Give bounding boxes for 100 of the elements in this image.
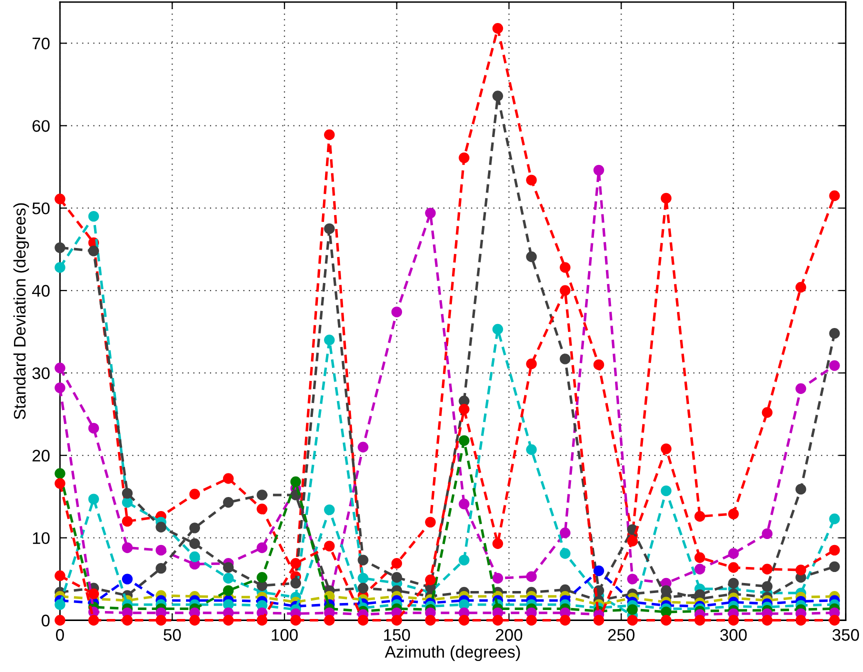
- point: [694, 564, 706, 574]
- y-tick-label: 70: [32, 38, 50, 50]
- point: [458, 152, 470, 164]
- point: [156, 562, 166, 574]
- x-tick-label: 350: [832, 629, 859, 641]
- point: [324, 223, 335, 234]
- point: [425, 516, 436, 528]
- point: [795, 564, 806, 576]
- point: [829, 614, 840, 626]
- x-tick-label: 150: [384, 629, 410, 641]
- x-tick-label: 100: [272, 629, 298, 641]
- x-tick-label: 50: [164, 629, 181, 641]
- point: [728, 508, 739, 520]
- point: [728, 614, 739, 626]
- point: [762, 528, 773, 540]
- y-tick-label: 10: [32, 532, 50, 544]
- point: [694, 614, 706, 626]
- point: [256, 572, 268, 583]
- y-tick-label: 0: [42, 614, 50, 626]
- point: [358, 442, 368, 452]
- point: [593, 164, 604, 176]
- point: [795, 282, 806, 293]
- point: [560, 354, 570, 364]
- y-tick-label: 40: [32, 284, 50, 297]
- point: [122, 516, 133, 527]
- point: [694, 511, 706, 522]
- point: [189, 538, 200, 549]
- x-tick-label: 200: [496, 629, 522, 641]
- point: [425, 208, 436, 218]
- point: [492, 90, 504, 102]
- point: [189, 551, 200, 562]
- point: [795, 484, 806, 495]
- point: [458, 554, 470, 566]
- point: [526, 444, 537, 455]
- point: [526, 614, 537, 626]
- point: [762, 407, 773, 418]
- point: [492, 614, 504, 626]
- point: [526, 571, 537, 582]
- point: [54, 362, 66, 374]
- point: [425, 574, 436, 586]
- point: [290, 476, 302, 488]
- point: [88, 614, 100, 626]
- point: [627, 574, 638, 584]
- point: [358, 554, 368, 566]
- point: [593, 565, 604, 576]
- point: [560, 262, 570, 273]
- point: [54, 242, 66, 254]
- point: [829, 190, 840, 202]
- x-tick-label: 300: [720, 629, 747, 641]
- point: [627, 614, 638, 626]
- point: [122, 574, 133, 584]
- point: [560, 285, 570, 296]
- point: [324, 129, 335, 140]
- point: [829, 360, 840, 371]
- point: [324, 540, 335, 552]
- point: [458, 498, 470, 510]
- point: [122, 488, 133, 499]
- point: [458, 404, 470, 415]
- point: [358, 614, 368, 626]
- point: [256, 614, 268, 626]
- point: [660, 485, 672, 496]
- point: [88, 588, 100, 600]
- point: [627, 604, 638, 615]
- y-tick-label: 20: [32, 450, 50, 462]
- point: [256, 490, 268, 500]
- point: [156, 614, 166, 626]
- point: [526, 251, 537, 262]
- point: [391, 558, 402, 569]
- y-tick-label: 60: [32, 120, 50, 132]
- point: [88, 494, 100, 504]
- point: [391, 614, 402, 626]
- point: [223, 585, 234, 596]
- x-tick-label: 0: [56, 629, 64, 641]
- point: [156, 522, 166, 532]
- point: [458, 614, 470, 626]
- point: [526, 358, 537, 370]
- point: [593, 359, 604, 370]
- x-axis-title: Azimuth (degrees): [384, 646, 520, 662]
- point: [122, 542, 133, 554]
- point: [88, 422, 100, 434]
- point: [829, 561, 840, 572]
- point: [728, 562, 739, 573]
- point: [492, 538, 504, 549]
- point: [795, 614, 806, 626]
- point: [762, 564, 773, 574]
- point: [425, 614, 436, 626]
- point: [54, 570, 66, 582]
- point: [694, 552, 706, 563]
- y-axis-title: Standard Deviation (degrees): [13, 203, 29, 420]
- point: [660, 614, 672, 626]
- point: [290, 558, 302, 569]
- point: [795, 383, 806, 394]
- point: [391, 572, 402, 583]
- point: [492, 324, 504, 335]
- point: [829, 544, 840, 556]
- point: [290, 614, 302, 626]
- point: [593, 614, 604, 626]
- point: [324, 334, 335, 346]
- point: [290, 578, 302, 589]
- point: [256, 504, 268, 514]
